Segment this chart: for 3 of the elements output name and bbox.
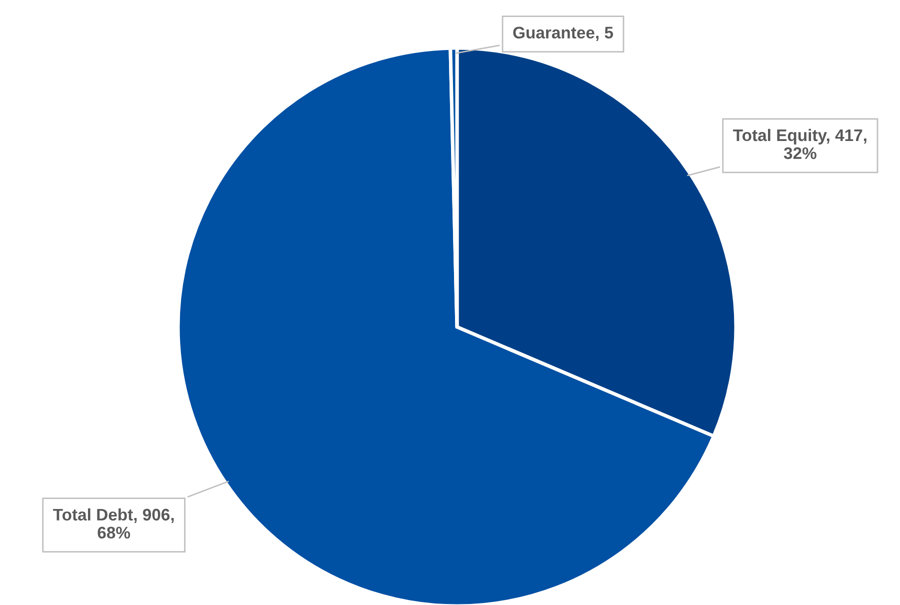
slice-label: Total Debt, 906, 68%: [53, 508, 174, 539]
slice-label: Guarantee, 5: [513, 26, 614, 41]
slice-label: Total Equity, 417, 32%: [733, 128, 866, 160]
